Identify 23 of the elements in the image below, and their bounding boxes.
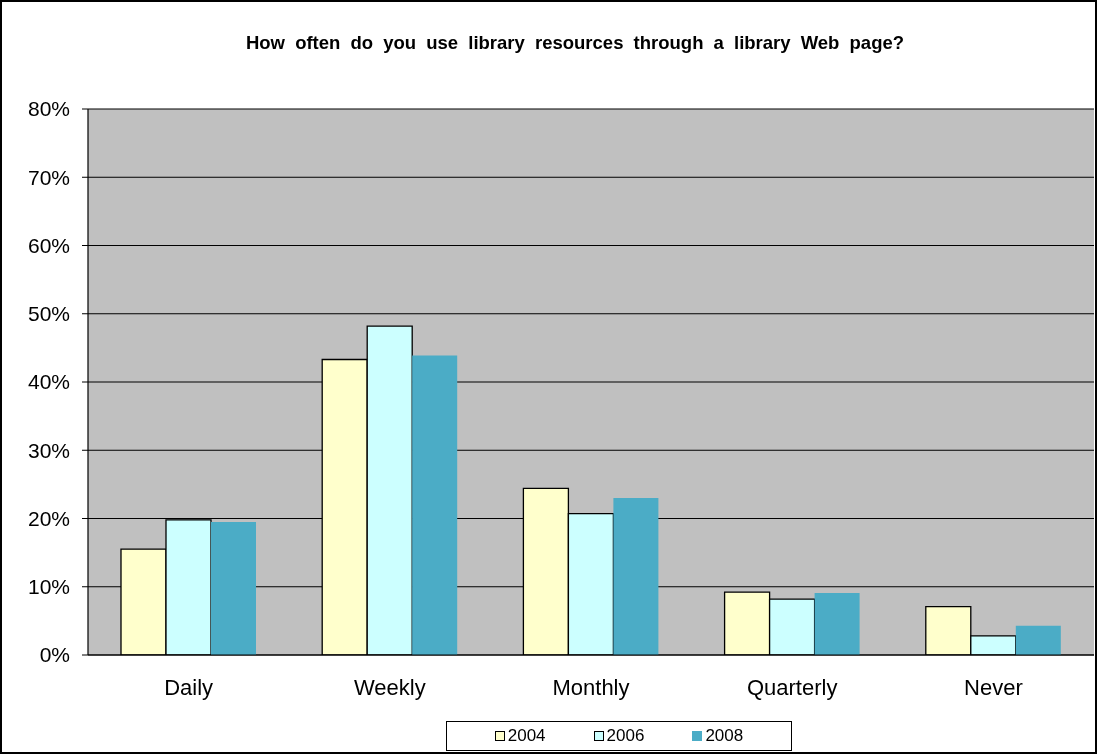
y-tick-label: 40% (27, 370, 70, 394)
x-tick-label: Monthly (552, 674, 630, 700)
y-tick-label: 10% (27, 575, 70, 599)
bar (814, 592, 860, 655)
x-tick-label: Quarterly (746, 674, 838, 700)
y-tick-label: 60% (27, 233, 70, 257)
y-tick-label: 20% (27, 506, 70, 530)
y-tick-label: 50% (27, 302, 70, 326)
y-tick-label: 80% (27, 97, 70, 121)
y-tick-label: 30% (27, 438, 70, 462)
chart-title: How often do you use library resources through a library Web page? (245, 32, 905, 53)
legend-label: 2008 (705, 726, 744, 746)
bar (412, 355, 458, 655)
x-tick-label: Weekly (353, 674, 426, 700)
y-tick-label: 70% (27, 165, 70, 189)
legend-label: 2006 (606, 726, 645, 746)
x-tick-label: Never (964, 674, 1023, 700)
y-tick-label: 0% (39, 643, 70, 667)
legend-label: 2004 (507, 726, 546, 746)
x-tick-label: Daily (164, 674, 214, 700)
bar (211, 521, 256, 655)
bar (613, 498, 659, 655)
bar (1015, 625, 1061, 655)
